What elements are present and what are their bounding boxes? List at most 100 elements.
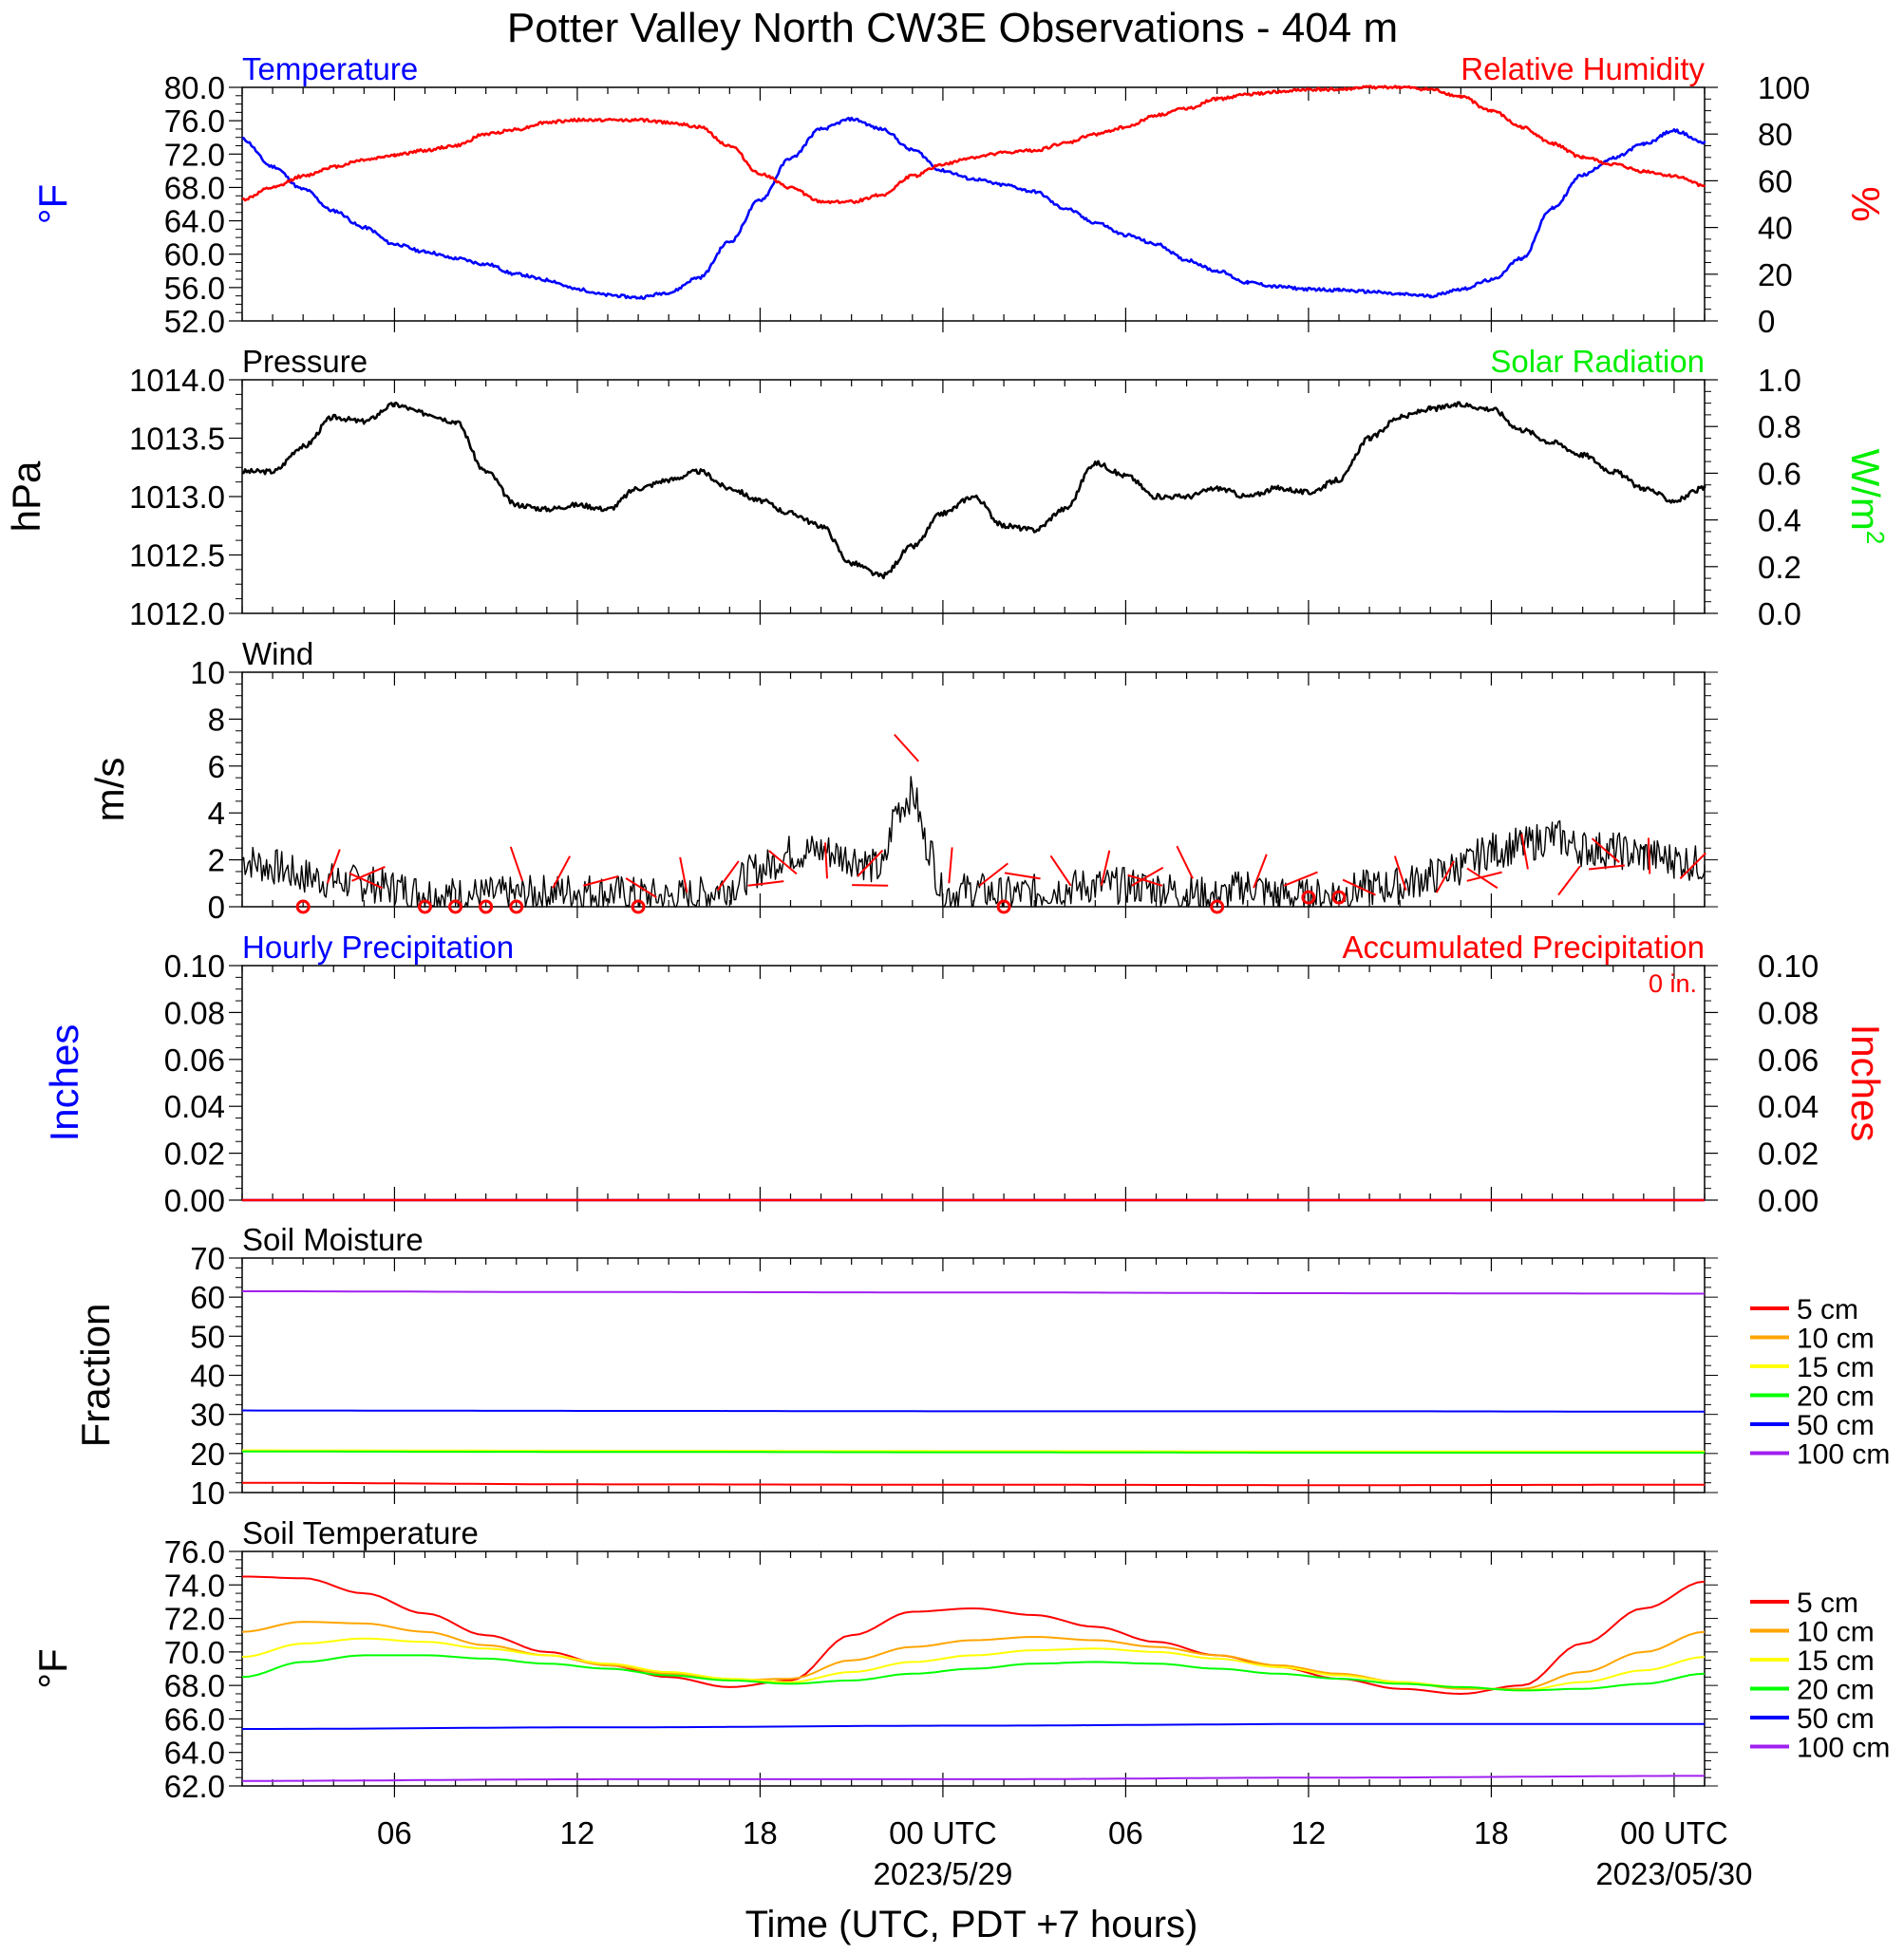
y-tick-label-left: 0.00 xyxy=(164,1183,225,1218)
x-tick-date-label: 2023/05/30 xyxy=(1595,1856,1752,1891)
x-tick-label: 06 xyxy=(377,1815,412,1851)
series-line-15-cm xyxy=(242,1449,1705,1453)
wind-barb xyxy=(1131,866,1164,887)
y-tick-label-left: 2 xyxy=(208,843,225,878)
wind-calm-circle xyxy=(295,899,311,914)
figure-title: Potter Valley North CW3E Observations - … xyxy=(507,5,1398,51)
wind-barb xyxy=(1004,872,1041,880)
y-axis-label-left: Inches xyxy=(42,1024,86,1142)
y-tick-label-left: 1013.0 xyxy=(129,479,225,515)
wind-calm-circle xyxy=(996,899,1011,914)
wind-calm-circle xyxy=(479,899,494,914)
wind-barb xyxy=(1100,850,1111,886)
panel-title-right: Accumulated Precipitation xyxy=(1342,930,1705,965)
panels: 80.076.072.068.064.060.056.052.010080604… xyxy=(4,51,1890,1804)
y-tick-label-left: 76.0 xyxy=(164,1534,225,1569)
wind-barb xyxy=(1520,833,1529,870)
legend-label: 100 cm xyxy=(1797,1439,1890,1471)
series-line-20-cm xyxy=(241,1654,1706,1692)
series-line-5-cm xyxy=(242,1481,1705,1487)
wind-barb xyxy=(625,877,657,898)
panel-pressure: 1014.0 1013.5 1013.0 1012.5 1012.0 1.0 0.8 0.6 0… xyxy=(4,344,1890,631)
y-tick-label-left: 0.04 xyxy=(164,1089,225,1124)
legend-label: 10 cm xyxy=(1797,1324,1875,1355)
y-axis-label-left: Fraction xyxy=(73,1304,118,1448)
legend-label: 15 cm xyxy=(1797,1645,1875,1677)
y-tick-label-right: 60 xyxy=(1758,163,1793,198)
y-tick-label-left: 0.06 xyxy=(164,1043,225,1078)
panel-wind: 10 8 6 4 2 0 Wind m/s xyxy=(87,636,1718,925)
y-axis-label-left: °F xyxy=(30,1648,75,1688)
wind-calm-circle xyxy=(1210,899,1225,914)
legend-label: 20 cm xyxy=(1797,1675,1875,1706)
wind-barb xyxy=(948,847,953,884)
wind-barb xyxy=(1466,871,1502,882)
y-tick-label-right: 0.0 xyxy=(1758,596,1801,631)
panel-temp-rh: 80.076.072.068.064.060.056.052.0 100 80 60 4… xyxy=(30,51,1888,339)
y-tick-label-left: 10 xyxy=(190,655,225,690)
wind-barb xyxy=(852,884,889,887)
y-tick-label-left: 1012.0 xyxy=(129,596,225,631)
y-axis-label-right: % xyxy=(1843,186,1888,221)
panel-title-left: Hourly Precipitation xyxy=(242,930,514,965)
legend-label: 5 cm xyxy=(1797,1294,1858,1325)
legend-label: 10 cm xyxy=(1797,1617,1875,1648)
series-line-100-cm xyxy=(242,1290,1705,1295)
y-tick-label-left: 40 xyxy=(190,1359,225,1394)
legend-label: 100 cm xyxy=(1797,1733,1890,1764)
panel-title-left: Soil Temperature xyxy=(242,1515,479,1550)
wind-calm-circle xyxy=(418,899,432,914)
panel-title-right: Relative Humidity xyxy=(1461,51,1705,86)
x-tick-date-label: 2023/5/29 xyxy=(874,1856,1013,1891)
wind-calm-circle xyxy=(1301,890,1316,905)
wind-barb xyxy=(768,850,798,875)
panel-precip: 0.10 0.08 0.06 0.04 0.02 0.00 0.10 0.08 0.06 0.04… xyxy=(42,930,1888,1218)
y-tick-label-left: 50 xyxy=(190,1319,225,1354)
panel-title-left: Soil Moisture xyxy=(242,1222,424,1257)
wind-barbs xyxy=(295,733,1706,914)
y-tick-label-left: 8 xyxy=(208,702,225,737)
x-axis-label: Time (UTC, PDT +7 hours) xyxy=(745,1904,1198,1945)
panel-title-right: Solar Radiation xyxy=(1490,344,1705,379)
legend-label: 50 cm xyxy=(1797,1703,1875,1735)
wind-calm-circle xyxy=(631,899,646,914)
y-tick-label-right: 0.08 xyxy=(1758,995,1819,1030)
wind-barb xyxy=(1647,837,1651,874)
panel-frame xyxy=(241,86,1706,322)
y-tick-label-left: 64.0 xyxy=(164,204,225,239)
y-tick-label-left: 1012.5 xyxy=(129,538,225,573)
wind-barb xyxy=(509,846,524,882)
y-tick-label-left: 80.0 xyxy=(164,70,225,105)
wind-barb xyxy=(1127,874,1163,887)
y-tick-label-right: 0.4 xyxy=(1758,503,1801,538)
series-line-temperature xyxy=(241,116,1706,300)
wind-barb xyxy=(1283,871,1318,887)
y-tick-label-left: 64.0 xyxy=(164,1736,225,1771)
x-tick-label: 06 xyxy=(1108,1815,1143,1851)
series-line-10-cm xyxy=(241,1621,1706,1690)
y-tick-label-right: 0.6 xyxy=(1758,456,1801,491)
series-line-pressure xyxy=(241,401,1706,580)
y-tick-label-left: 60 xyxy=(190,1280,225,1315)
wind-barb xyxy=(1679,852,1706,880)
wind-barb xyxy=(1176,845,1194,879)
wind-barb xyxy=(349,872,383,890)
y-tick-label-left: 74.0 xyxy=(164,1568,225,1603)
y-tick-label-right: 0 xyxy=(1758,304,1775,339)
wind-barb xyxy=(1253,854,1268,889)
wind-barb xyxy=(857,849,884,877)
series-line-15-cm xyxy=(241,1637,1706,1692)
y-tick-label-right: 1.0 xyxy=(1758,363,1801,398)
y-tick-label-right: 0.06 xyxy=(1758,1043,1819,1078)
wind-barb xyxy=(1049,855,1072,887)
panel-frame xyxy=(241,671,1706,908)
x-axis: 06 12 18 00 UTC 2023/5/29 06 12 18 00 UTC 2023/05… xyxy=(377,1815,1752,1891)
legend-label: 5 cm xyxy=(1797,1588,1858,1619)
legend-label: 50 cm xyxy=(1797,1410,1875,1441)
y-tick-label-left: 1014.0 xyxy=(129,363,225,398)
wind-barb xyxy=(552,855,571,889)
panel-annotation: 0 in. xyxy=(1649,969,1697,998)
y-tick-label-left: 72.0 xyxy=(164,1602,225,1637)
legend-label: 15 cm xyxy=(1797,1352,1875,1383)
wind-barb xyxy=(894,733,919,762)
